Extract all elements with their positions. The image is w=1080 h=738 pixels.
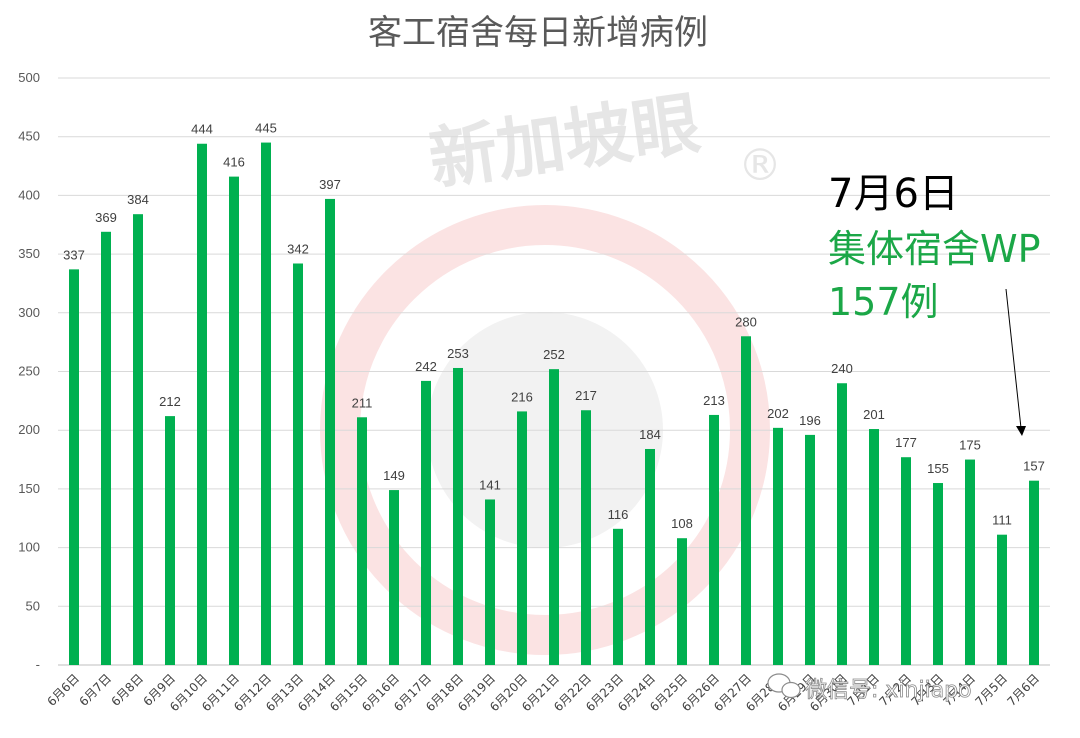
data-label: 212 — [159, 394, 181, 409]
annotation-date: 7月6日 — [828, 171, 959, 217]
bar — [517, 411, 527, 665]
bar — [453, 367, 463, 665]
bar — [197, 143, 207, 665]
x-category-label: 6月7日 — [76, 671, 114, 709]
watermark-registered-mark: ® — [738, 140, 782, 191]
data-label: 155 — [927, 461, 949, 476]
data-label: 157 — [1023, 459, 1045, 474]
bar — [645, 448, 655, 665]
data-label: 445 — [255, 121, 277, 136]
bar — [997, 534, 1007, 665]
bar — [133, 214, 143, 665]
data-label: 202 — [767, 406, 789, 421]
y-axis-ticks: - 50 100 150 200 250 300 350 400 450 500 — [18, 70, 40, 672]
data-label: 253 — [447, 346, 469, 361]
bar — [869, 429, 879, 665]
annotation-arrow-head — [1016, 426, 1026, 436]
y-tick-label: 300 — [18, 305, 40, 320]
wechat-id-text: 微信号: xinjiapo — [805, 678, 972, 703]
data-label: 141 — [479, 477, 501, 492]
y-tick-label: 50 — [26, 598, 40, 613]
bar — [165, 416, 175, 665]
annotation: 7月6日 集体宿舍WP 157例 — [828, 171, 1041, 436]
y-tick-label: 150 — [18, 481, 40, 496]
y-tick-label: - — [36, 657, 40, 672]
bar — [741, 336, 751, 665]
bar — [293, 263, 303, 665]
y-tick-label: 100 — [18, 540, 40, 555]
data-label: 240 — [831, 361, 853, 376]
data-label: 116 — [608, 507, 629, 522]
bar — [965, 459, 975, 665]
data-label: 184 — [639, 427, 661, 442]
data-label: 177 — [895, 435, 917, 450]
bar — [421, 380, 431, 665]
data-label: 337 — [63, 247, 85, 262]
data-labels: 337 369 384 212 444 416 445 342 397 211 149 242 253 1… — [63, 121, 1045, 532]
bar — [613, 528, 623, 665]
bar — [101, 231, 111, 665]
annotation-line2: 157例 — [828, 280, 939, 324]
data-label: 416 — [223, 155, 245, 170]
bar — [773, 427, 783, 665]
bar — [357, 417, 367, 665]
bar — [837, 383, 847, 665]
y-tick-label: 450 — [18, 129, 40, 144]
bar — [933, 483, 943, 665]
x-category-label: 7月6日 — [1004, 671, 1042, 709]
data-label: 384 — [127, 192, 149, 207]
y-tick-label: 200 — [18, 422, 40, 437]
bar — [261, 142, 271, 665]
annotation-arrow-line — [1005, 288, 1022, 429]
data-label: 369 — [95, 210, 117, 225]
data-label: 397 — [319, 177, 341, 192]
chart-title: 客工宿舍每日新增病例 — [368, 13, 708, 53]
data-label: 216 — [511, 389, 533, 404]
bar — [325, 198, 335, 665]
data-label: 149 — [383, 468, 405, 483]
data-label: 211 — [352, 395, 373, 410]
bar — [581, 410, 591, 665]
bar — [709, 414, 719, 665]
data-label: 444 — [191, 122, 213, 137]
annotation-line1: 集体宿舍WP — [828, 227, 1041, 271]
bar — [229, 176, 239, 665]
bar — [805, 434, 815, 665]
wechat-overlay: 微信号: xinjiapo — [767, 673, 972, 703]
data-label: 111 — [992, 513, 1012, 528]
x-category-label: 7月5日 — [972, 671, 1010, 709]
wechat-icon — [767, 673, 801, 699]
data-label: 175 — [959, 438, 981, 453]
y-tick-label: 250 — [18, 364, 40, 379]
data-label: 201 — [863, 407, 885, 422]
bars — [69, 142, 1039, 665]
bar — [549, 369, 559, 665]
bar — [1029, 480, 1039, 665]
data-label: 213 — [703, 393, 725, 408]
data-label: 280 — [735, 314, 757, 329]
x-category-label: 6月8日 — [108, 671, 146, 709]
bar — [677, 538, 687, 665]
data-label: 252 — [543, 347, 565, 362]
y-tick-label: 400 — [18, 187, 40, 202]
data-label: 242 — [415, 359, 437, 374]
x-category-label: 6月6日 — [44, 671, 82, 709]
data-label: 217 — [575, 388, 597, 403]
bar — [389, 490, 399, 665]
data-label: 196 — [799, 413, 821, 428]
watermark-text: 新加坡眼 — [424, 84, 704, 200]
bar — [485, 499, 495, 665]
data-label: 108 — [671, 516, 693, 531]
bar — [901, 457, 911, 665]
bar — [69, 269, 79, 665]
y-tick-label: 500 — [18, 70, 40, 85]
y-tick-label: 350 — [18, 246, 40, 261]
data-label: 342 — [287, 241, 309, 256]
